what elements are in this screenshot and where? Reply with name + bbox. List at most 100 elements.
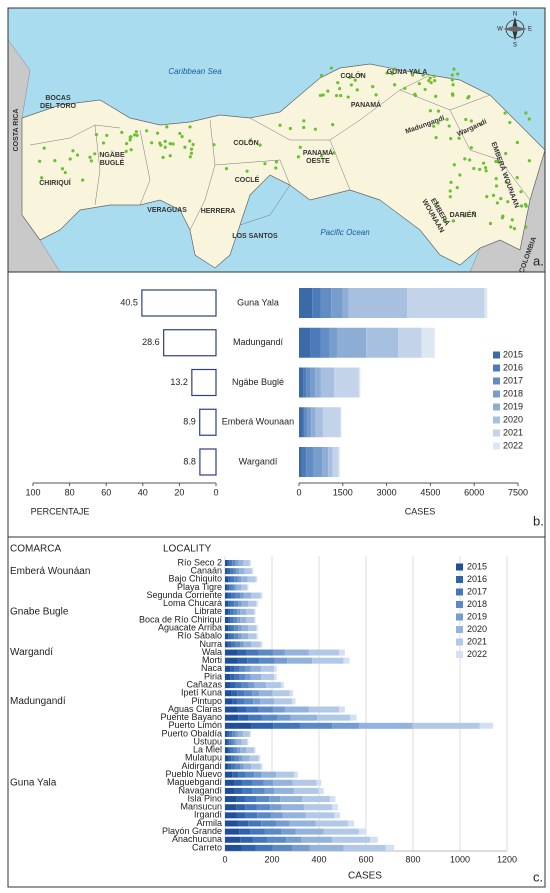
bar-segment: [347, 820, 355, 827]
bar-segment: [264, 828, 282, 835]
case-dot: [274, 166, 278, 170]
bar-segment: [253, 698, 261, 705]
bar-segment: [227, 739, 230, 746]
bar-segment: [241, 682, 249, 689]
bar-segment: [254, 616, 256, 623]
case-dot: [450, 78, 454, 82]
case-dot: [519, 190, 523, 194]
bar-segment: [261, 673, 275, 680]
panel-label: b.: [533, 513, 544, 528]
case-dot: [504, 151, 508, 156]
case-dot: [371, 85, 375, 89]
map-label: HERRERA: [201, 208, 236, 215]
case-dot: [355, 88, 359, 92]
border: [189, 119, 216, 231]
case-dot: [224, 166, 229, 171]
bar-segment: [232, 568, 237, 575]
x-axis-label: PERCENTAJE: [31, 506, 90, 516]
case-dot: [81, 178, 85, 182]
bar-segment: [274, 698, 292, 705]
compass-letter: W: [497, 27, 503, 33]
case-dot: [374, 93, 378, 97]
bar-segment: [227, 584, 230, 591]
bar-segment: [385, 844, 395, 851]
bar-segment: [272, 649, 285, 656]
category-label: Mulatupu: [185, 753, 222, 763]
bar-segment: [259, 690, 273, 697]
category-label: Río Seco 2: [177, 557, 222, 567]
bar-segment: [240, 763, 244, 770]
bar-segment: [257, 812, 272, 819]
compass-letter: E: [528, 27, 532, 33]
case-dot: [469, 146, 473, 150]
legend-label: 2021: [467, 636, 487, 646]
bar-segment: [240, 836, 253, 843]
value-label: 40.5: [120, 297, 138, 307]
case-dot: [188, 125, 192, 129]
category-label: Mansucun: [180, 802, 222, 812]
bar-segment: [233, 608, 238, 615]
case-dot: [427, 79, 431, 83]
bar-segment: [225, 836, 241, 843]
bar-segment: [241, 739, 248, 746]
bar-segment: [245, 771, 255, 778]
bar-segment: [284, 706, 309, 713]
map-label-line: BUGLÉ: [100, 158, 125, 167]
bar-segment: [225, 560, 228, 566]
case-dot: [450, 92, 455, 96]
bar-segment: [311, 407, 316, 438]
bar-segment: [366, 327, 399, 358]
bar-segment: [225, 820, 238, 827]
case-dot: [258, 143, 262, 147]
case-dot: [278, 123, 282, 127]
legend-swatch: [456, 626, 463, 633]
case-dot: [393, 67, 397, 71]
bar-segment: [233, 616, 238, 623]
bar-segment: [236, 584, 242, 591]
bar-segment: [243, 592, 252, 599]
case-dot: [428, 76, 432, 80]
bar-segment: [343, 844, 386, 851]
case-dot: [313, 127, 317, 131]
case-dot: [245, 169, 249, 173]
case-dot: [495, 201, 499, 205]
case-dot: [188, 155, 192, 159]
case-dot: [145, 129, 149, 133]
bar-segment: [228, 755, 232, 762]
bar-segment: [261, 665, 275, 672]
case-dot: [485, 195, 489, 199]
bar-segment: [258, 649, 273, 656]
legend-label: 2022: [503, 440, 523, 450]
case-dot: [63, 170, 67, 175]
bar-segment: [276, 820, 290, 827]
map-label: Caribbean Sea: [168, 67, 222, 76]
bar-segment: [338, 706, 345, 713]
map-label: DARIÉN: [450, 210, 477, 219]
bar-segment: [272, 690, 290, 697]
bar-segment: [225, 649, 237, 656]
bar-segment: [243, 730, 250, 737]
bar-segment: [242, 755, 250, 762]
case-dot: [124, 142, 129, 146]
category-label: Madungandí: [233, 337, 284, 347]
case-dot: [413, 92, 417, 96]
case-dot: [135, 133, 139, 137]
bar-segment: [308, 649, 339, 656]
case-dot: [163, 139, 167, 143]
map-label: VERAGUAS: [147, 207, 187, 214]
map-label-line: OESTE: [306, 158, 330, 165]
bar-segment: [259, 657, 275, 664]
bar-segment: [228, 763, 232, 770]
case-dot: [488, 221, 493, 226]
bar-segment: [225, 682, 231, 689]
bar-segment: [316, 779, 322, 786]
case-dot: [499, 196, 503, 201]
bar-segment: [241, 584, 248, 591]
bar-segment: [247, 739, 249, 746]
bar-segment: [225, 787, 235, 794]
case-dot: [150, 141, 154, 145]
bar-segment: [237, 747, 241, 754]
bar-segment: [231, 739, 235, 746]
bar-segment: [320, 288, 332, 318]
